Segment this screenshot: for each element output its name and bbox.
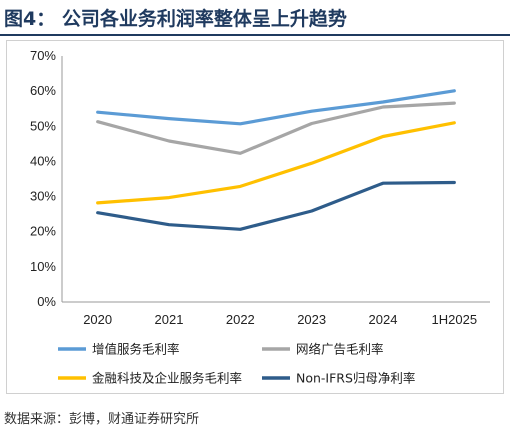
figure-title-bar: 图4： 公司各业务利润率整体呈上升趋势 bbox=[0, 0, 510, 34]
y-tick-label: 40% bbox=[30, 153, 56, 168]
y-tick-label: 30% bbox=[30, 189, 56, 204]
series-line-1 bbox=[96, 89, 456, 126]
y-tick-label: 0% bbox=[37, 294, 56, 309]
figure-title: 图4： 公司各业务利润率整体呈上升趋势 bbox=[4, 8, 347, 30]
source-note: 数据来源：彭博，财通证券研究所 bbox=[4, 412, 200, 427]
y-tick-label: 20% bbox=[30, 224, 56, 239]
x-tick-label: 2023 bbox=[297, 312, 326, 327]
y-tick-label: 60% bbox=[30, 83, 56, 98]
series-line-3 bbox=[96, 121, 456, 205]
series-line-2 bbox=[96, 101, 456, 155]
legend-label-3: 金融科技及企业服务毛利率 bbox=[92, 371, 242, 386]
legend-label-4: Non-IFRS归母净利率 bbox=[296, 371, 415, 386]
legend-label-2: 网络广告毛利率 bbox=[296, 342, 384, 357]
series-line-4 bbox=[96, 180, 456, 231]
x-tick-label: 2022 bbox=[226, 312, 255, 327]
y-tick-label: 10% bbox=[30, 259, 56, 274]
x-tick-label: 2020 bbox=[83, 312, 112, 327]
x-tick-label: 1H2025 bbox=[432, 312, 478, 327]
title-divider bbox=[0, 34, 510, 36]
y-tick-label: 50% bbox=[30, 118, 56, 133]
legend-label-1: 增值服务毛利率 bbox=[92, 342, 180, 357]
chart-frame bbox=[6, 40, 504, 394]
x-tick-label: 2024 bbox=[369, 312, 398, 327]
x-tick-label: 2021 bbox=[155, 312, 184, 327]
y-tick-label: 70% bbox=[30, 48, 56, 63]
